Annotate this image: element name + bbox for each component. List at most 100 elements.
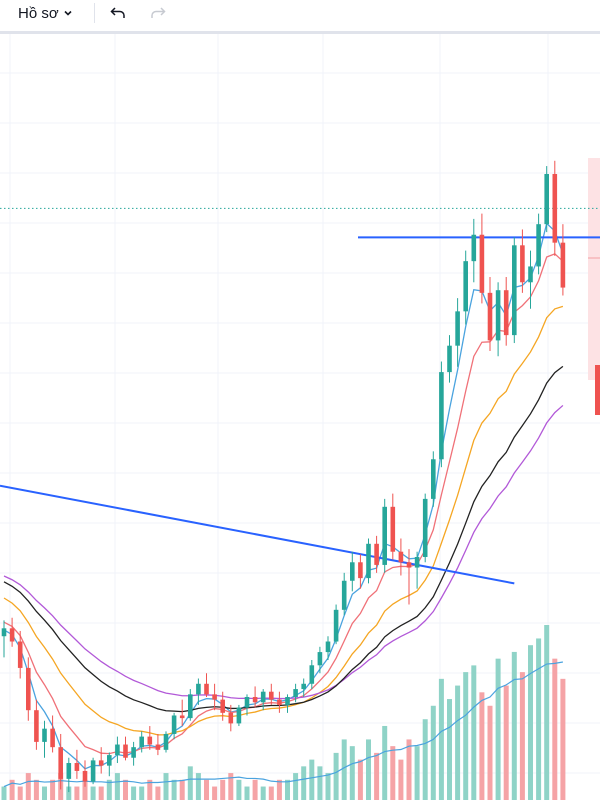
volume-bar [98,786,104,800]
candle-body [455,311,460,346]
candle [107,752,112,777]
candle [42,720,47,758]
candle [406,549,412,605]
candle-body [179,715,185,719]
candle-body [552,173,558,243]
candle-body [471,234,477,262]
candle-body [520,245,525,283]
toolbar-bottom-border [0,31,600,34]
price-chart[interactable] [0,34,600,800]
candle [528,250,533,309]
candle [66,757,72,793]
candle-body [34,710,39,742]
candle-body [98,760,104,766]
candle [382,498,387,573]
candle [447,335,452,383]
volume-bar [414,746,420,800]
candle [26,657,31,721]
volume-bar [236,779,242,800]
candle [269,683,274,705]
candle-body [528,266,533,283]
candle-body [9,628,15,642]
candle [390,493,396,560]
volume-bar [260,786,266,800]
candle [495,282,501,357]
candle [34,699,39,750]
volume-bar [50,779,56,800]
volume-bar [495,658,501,800]
candle-body [74,763,80,771]
volume-bar [163,773,169,800]
volume-bar [293,773,299,800]
candle-body [107,755,112,766]
volume-bar [17,786,23,800]
candle [196,678,201,705]
candle-body [58,747,63,779]
candle-body [220,699,225,713]
volume-bar [536,638,542,800]
candle [74,749,80,779]
candle [17,630,23,679]
volume-bar [430,705,436,800]
candle-body [50,728,55,748]
candle [471,218,477,283]
candle-body [269,691,274,700]
candle-body [358,562,363,579]
candle [536,213,541,275]
candle [139,731,144,753]
volume-bar [438,678,444,800]
volume-bar [349,746,355,800]
candle-body [42,728,47,742]
ma-mid-line [3,253,564,755]
ma-long-line [3,404,564,700]
volume-bar [503,685,509,800]
undo-button[interactable] [105,0,131,26]
candle-body [544,173,549,225]
redo-button[interactable] [145,0,171,26]
candle-body [123,744,128,758]
profile-button[interactable]: Hồ sơ [10,0,81,26]
chart-grid [0,34,600,800]
candle [358,554,363,589]
candle [260,689,266,711]
candle [212,683,217,711]
volume-bar [487,705,493,800]
volume-bar [519,672,525,800]
candle [350,551,355,592]
ma-xlong-line [3,365,564,713]
volume-bar [139,786,145,800]
candle-body [17,641,23,668]
candle-body [422,498,428,557]
candle-body [277,699,282,705]
volume-bar [33,779,39,800]
candle [398,538,404,576]
volume-bar [244,786,250,800]
candle [220,691,225,721]
price-zone-highlight [588,158,600,380]
volume-bar [82,779,88,800]
volume-bar [471,665,477,800]
candle [341,572,347,616]
candle [293,683,298,703]
volume-bar [123,779,128,800]
candle-body [463,261,468,312]
volume-bar [390,746,396,800]
volume-bar [317,766,323,800]
candle [236,704,242,727]
candle-body [495,290,501,341]
volume-bar [479,692,485,800]
candle-body [1,628,7,637]
candle [455,298,460,367]
candle-body [382,506,387,565]
candle [520,229,525,293]
candle-body [406,562,412,568]
volume-bar [382,725,388,800]
volume-bar [268,786,274,800]
candle-body [503,290,509,336]
candle-body [212,694,217,700]
candlesticks [1,160,566,793]
volume-bar [374,752,380,800]
candle-body [374,543,379,565]
candle [115,736,120,764]
candle [317,646,323,674]
